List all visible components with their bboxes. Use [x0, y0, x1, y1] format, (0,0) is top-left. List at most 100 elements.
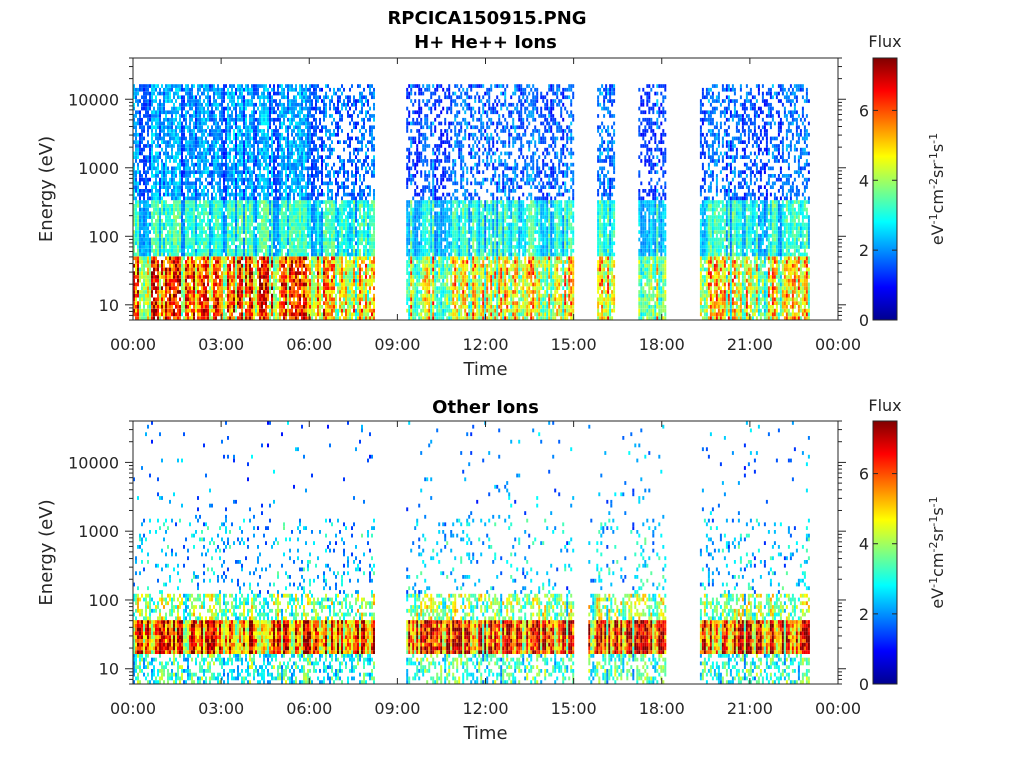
heatmap-cell [293, 222, 295, 227]
heatmap-cell [213, 114, 215, 118]
heatmap-cell [235, 162, 237, 167]
heatmap-cell [279, 211, 281, 216]
heatmap-cell [157, 140, 159, 144]
heatmap-cell [319, 290, 321, 294]
heatmap-cell [229, 121, 231, 126]
heatmap-cell [207, 91, 209, 96]
heatmap-cell [225, 207, 227, 212]
heatmap-cell [145, 87, 147, 92]
heatmap-cell [241, 117, 243, 122]
heatmap-cell [203, 218, 205, 223]
heatmap-cell [257, 204, 259, 208]
heatmap-cell [307, 312, 309, 317]
heatmap-cell [235, 316, 237, 320]
heatmap-cell [167, 95, 169, 100]
heatmap-cell [297, 102, 299, 107]
heatmap-cell [197, 170, 199, 174]
heatmap-cell [205, 260, 207, 264]
heatmap-cell [289, 297, 291, 302]
heatmap-cell [313, 166, 315, 171]
heatmap-cell [149, 256, 151, 261]
heatmap-cell [215, 316, 217, 320]
heatmap-cell [235, 233, 237, 238]
heatmap-cell [257, 159, 259, 163]
heatmap-cell [265, 207, 267, 212]
heatmap-cell [237, 204, 239, 208]
heatmap-cell [273, 207, 275, 212]
heatmap-cell [151, 147, 153, 152]
heatmap-cell [197, 282, 199, 287]
heatmap-cell [323, 256, 325, 261]
heatmap-cell [263, 204, 265, 208]
heatmap-cell [149, 106, 151, 111]
heatmap-cell [263, 185, 265, 189]
heatmap-cell [263, 233, 265, 238]
heatmap-cell [273, 282, 275, 287]
heatmap-cell [179, 185, 181, 189]
heatmap-cell [229, 230, 231, 234]
heatmap-cell [155, 207, 157, 212]
heatmap-cell [229, 222, 231, 227]
heatmap-cell [309, 312, 311, 317]
heatmap-cell [213, 293, 215, 298]
heatmap-cell [307, 95, 309, 100]
heatmap-cell [259, 316, 261, 320]
heatmap-cell [267, 204, 269, 208]
heatmap-cell [315, 125, 317, 130]
heatmap-cell [279, 297, 281, 302]
heatmap-cell [137, 237, 139, 242]
heatmap-cell [309, 125, 311, 130]
heatmap-cell [303, 144, 305, 148]
heatmap-cell [253, 196, 255, 201]
heatmap-cell [213, 162, 215, 167]
heatmap-cell [237, 95, 239, 100]
heatmap-cell [281, 185, 283, 189]
heatmap-cell [179, 248, 181, 253]
heatmap-cell [269, 237, 271, 242]
heatmap-cell [249, 211, 251, 216]
heatmap-cell [281, 151, 283, 156]
heatmap-cell [163, 271, 165, 275]
heatmap-cell [161, 312, 163, 317]
heatmap-cell [247, 301, 249, 305]
heatmap-cell [169, 218, 171, 223]
heatmap-cell [269, 144, 271, 148]
heatmap-cell [189, 102, 191, 107]
heatmap-cell [271, 260, 273, 264]
heatmap-cell [245, 241, 247, 246]
heatmap-cell [231, 275, 233, 279]
heatmap-cell [271, 106, 273, 111]
heatmap-cell [309, 129, 311, 133]
heatmap-cell [195, 140, 197, 144]
heatmap-cell [209, 305, 211, 309]
heatmap-cell [153, 200, 155, 204]
heatmap-cell [217, 189, 219, 193]
heatmap-cell [279, 308, 281, 313]
heatmap-cell [263, 140, 265, 144]
heatmap-cell [215, 87, 217, 92]
heatmap-cell [315, 196, 317, 201]
heatmap-cell [167, 252, 169, 257]
heatmap-cell [179, 189, 181, 193]
heatmap-cell [135, 226, 137, 231]
heatmap-cell [289, 207, 291, 212]
heatmap-cell [249, 147, 251, 152]
heatmap-cell [231, 278, 233, 283]
heatmap-cell [227, 91, 229, 96]
heatmap-cell [133, 233, 135, 238]
heatmap-cell [193, 215, 195, 219]
heatmap-cell [263, 181, 265, 186]
heatmap-cell [207, 267, 209, 272]
heatmap-cell [269, 117, 271, 122]
heatmap-cell [321, 278, 323, 283]
heatmap-cell [185, 91, 187, 96]
heatmap-cell [261, 155, 263, 159]
heatmap-cell [277, 271, 279, 275]
heatmap-cell [143, 312, 145, 317]
heatmap-cell [275, 278, 277, 283]
heatmap-cell [177, 132, 179, 137]
heatmap-cell [197, 245, 199, 249]
heatmap-cell [299, 192, 301, 197]
heatmap-cell [217, 136, 219, 141]
heatmap-cell [297, 245, 299, 249]
